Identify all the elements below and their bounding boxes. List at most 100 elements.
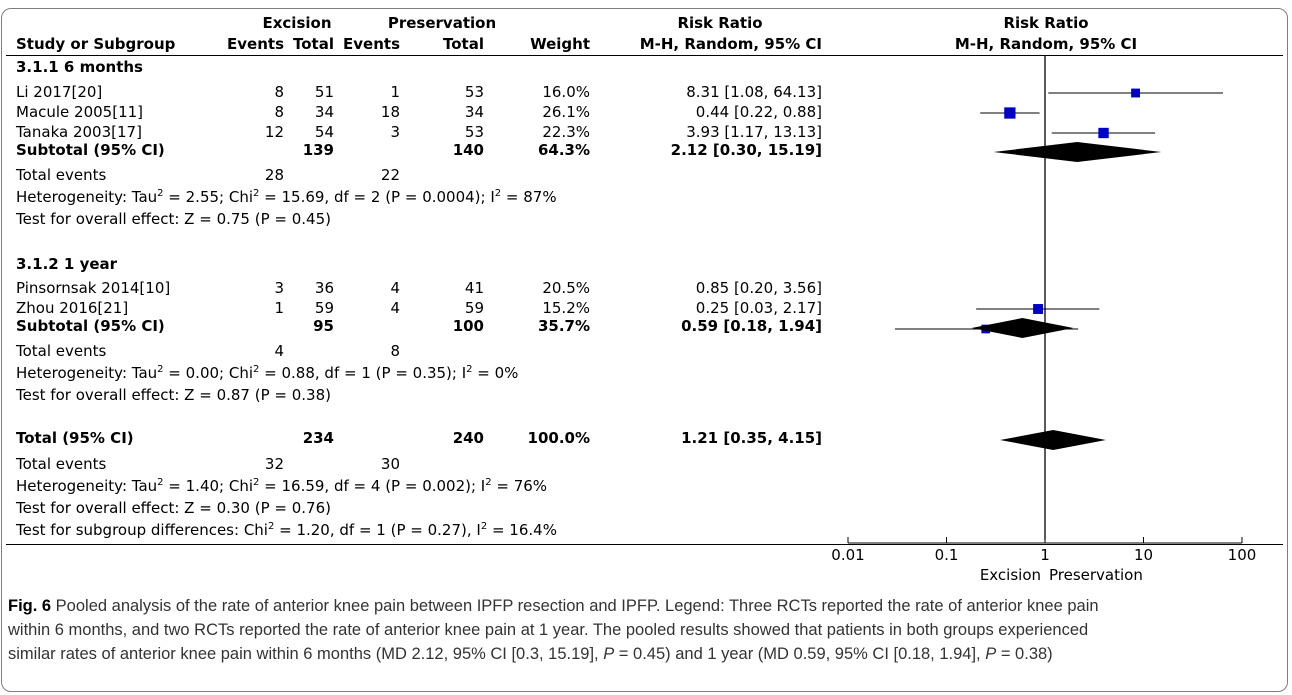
events-label: Total events [16,455,107,473]
subtotal-total1: 95 [313,317,334,335]
events2: 4 [390,279,400,297]
favours-left-label: Excision [980,566,1041,584]
ci: 0.25 [0.03, 2.17] [695,299,822,317]
total-total2: 240 [452,429,484,447]
total2: 34 [464,103,484,121]
caption-line-1: Fig. 6 Pooled analysis of the rate of an… [8,597,1099,615]
x-tick-label: 0.01 [831,546,864,564]
events2: 4 [390,299,400,317]
subtotal-label: Subtotal (95% CI) [16,317,165,335]
col-events2: Events [343,35,400,53]
total1: 34 [314,103,334,121]
subgroup2-title: 3.1.2 1 year [16,255,118,273]
events1-total: 32 [264,455,284,473]
heterogeneity-text: Heterogeneity: Tau2 = 1.40; Chi2 = 16.59… [16,477,548,495]
header-rule [6,55,1283,56]
weight: 22.3% [542,123,590,141]
overall-effect-text: Test for overall effect: Z = 0.30 (P = 0… [16,499,331,517]
ci: 8.31 [1.08, 64.13] [686,83,822,101]
events1: 12 [264,123,284,141]
total1: 54 [314,123,334,141]
weight: 15.2% [542,299,590,317]
subtotal-ci: 0.59 [0.18, 1.94] [681,317,822,335]
events2: 3 [390,123,400,141]
group1-header: Excision [262,14,332,32]
total-ci: 1.21 [0.35, 4.15] [681,429,822,447]
events-label: Total events [16,166,107,184]
col-method: M-H, Random, 95% CI [639,35,822,53]
events-label: Total events [16,342,107,360]
events1: 1 [274,299,284,317]
weight: 20.5% [542,279,590,297]
ci: 0.85 [0.20, 3.56] [695,279,822,297]
plot-method: M-H, Random, 95% CI [954,35,1138,53]
heterogeneity-text: Heterogeneity: Tau2 = 2.55; Chi2 = 15.69… [16,188,557,206]
total1: 51 [314,83,334,101]
total2: 53 [464,123,484,141]
x-tick-label: 10 [1134,546,1153,564]
events1: 8 [274,103,284,121]
caption-line-3: similar rates of anterior knee pain with… [8,645,1053,663]
col-total1: Total [293,35,334,53]
total2: 41 [464,279,484,297]
study-marker [1033,304,1044,314]
events2-total: 30 [380,455,400,473]
total2: 53 [464,83,484,101]
x-tick-label: 0.1 [935,546,959,564]
events1: 8 [274,83,284,101]
weight: 26.1% [542,103,590,121]
caption-rule [6,544,1283,545]
figure-caption: Fig. 6 Pooled analysis of the rate of an… [8,594,1278,666]
events2-total: 22 [380,166,400,184]
total-total1: 234 [302,429,334,447]
heterogeneity-text: Heterogeneity: Tau2 = 0.00; Chi2 = 0.88,… [16,364,519,382]
ci: 3.93 [1.17, 13.13] [686,123,822,141]
study-marker [1004,107,1016,119]
overall-effect-text: Test for overall effect: Z = 0.75 (P = 0… [16,210,331,228]
total-label: Total (95% CI) [16,429,134,447]
pooled-diamond [1000,430,1106,450]
subtotal-label: Subtotal (95% CI) [16,141,165,159]
events2: 1 [390,83,400,101]
col-weight: Weight [530,35,590,53]
total-weight: 100.0% [527,429,590,447]
study-name: Tanaka 2003[17] [16,123,142,141]
subtotal-total2: 140 [452,141,484,159]
subgroup-diff-text: Test for subgroup differences: Chi2 = 1.… [16,521,557,539]
subtotal-total2: 100 [452,317,484,335]
caption-line-2: within 6 months, and two RCTs reported t… [8,621,1089,639]
study-name: Li 2017[20] [16,83,103,101]
caption-label: Fig. 6 [8,597,52,615]
subtotal-weight: 64.3% [537,141,590,159]
rr-header: Risk Ratio [677,14,763,32]
total1: 59 [314,299,334,317]
events1-total: 28 [264,166,284,184]
x-tick-label: 100 [1228,546,1257,564]
study-marker [1131,88,1141,98]
total1: 36 [314,279,334,297]
study-name: Zhou 2016[21] [16,299,129,317]
ci: 0.44 [0.22, 0.88] [695,103,822,121]
study-marker [1098,127,1109,139]
plot-header: Risk Ratio [1003,14,1089,32]
col-study: Study or Subgroup [16,35,176,53]
pooled-diamond [971,318,1074,338]
figure-frame [1,8,1288,692]
col-total2: Total [443,35,484,53]
subtotal-total1: 139 [302,141,334,159]
total2: 59 [464,299,484,317]
col-events1: Events [227,35,284,53]
overall-effect-text: Test for overall effect: Z = 0.87 (P = 0… [16,386,331,404]
events1-total: 4 [274,342,284,360]
events2-total: 8 [390,342,400,360]
study-name: Macule 2005[11] [16,103,144,121]
study-name: Pinsornsak 2014[10] [16,279,171,297]
events2: 18 [380,103,400,121]
x-tick-label: 1 [1040,546,1050,564]
subtotal-ci: 2.12 [0.30, 15.19] [670,141,822,159]
subtotal-weight: 35.7% [537,317,590,335]
favours-right-label: Preservation [1049,566,1143,584]
pooled-diamond [993,142,1162,162]
subgroup1-title: 3.1.1 6 months [16,58,143,76]
